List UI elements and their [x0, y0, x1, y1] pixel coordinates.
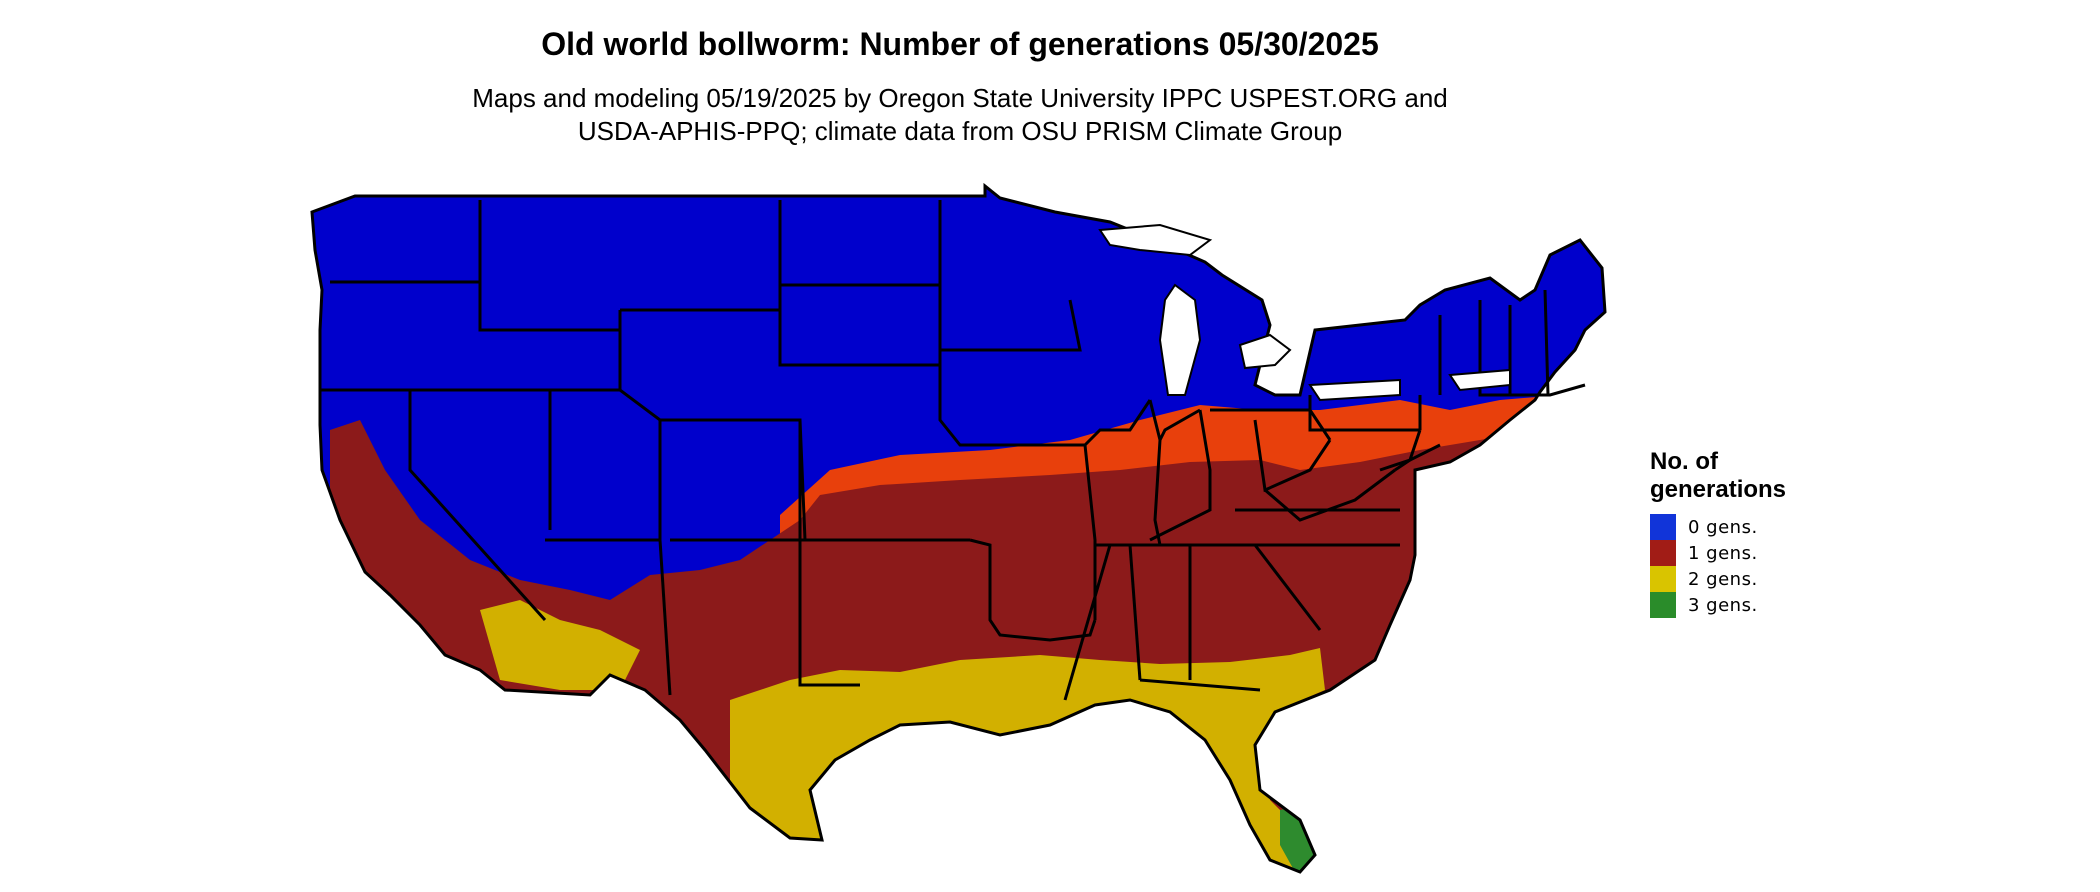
- legend-title-line-1: No. of: [1650, 448, 1718, 475]
- legend-title: No. of generations: [1650, 448, 1950, 504]
- map-legend: No. of generations 0 gens. 1 gens. 2 gen…: [1650, 448, 1950, 618]
- legend-title-line-2: generations: [1650, 476, 1787, 503]
- generation-zones: [312, 186, 1605, 872]
- legend-swatch-0-gens: [1650, 514, 1676, 540]
- subtitle-line-2: USDA-APHIS-PPQ; climate data from OSU PR…: [577, 116, 1343, 146]
- map-title: Old world bollworm: Number of generation…: [541, 26, 1379, 62]
- legend-label-0-gens: 0 gens.: [1688, 516, 1758, 538]
- legend-item-1-gens: 1 gens.: [1650, 540, 1950, 566]
- legend-label-1-gens: 1 gens.: [1688, 542, 1758, 564]
- legend-label-3-gens: 3 gens.: [1688, 594, 1758, 616]
- legend-label-2-gens: 2 gens.: [1688, 568, 1758, 590]
- subtitle-line-1: Maps and modeling 05/19/2025 by Oregon S…: [472, 83, 1448, 113]
- legend-item-2-gens: 2 gens.: [1650, 566, 1950, 592]
- legend-item-0-gens: 0 gens.: [1650, 514, 1950, 540]
- state-borders: [310, 182, 1607, 874]
- legend-item-3-gens: 3 gens.: [1650, 592, 1950, 618]
- map-subtitle: Maps and modeling 05/19/2025 by Oregon S…: [0, 82, 1920, 148]
- legend-swatch-1-gens: [1650, 540, 1676, 566]
- water-bodies: [1098, 223, 1511, 402]
- legend-swatch-3-gens: [1650, 592, 1676, 618]
- legend-swatch-2-gens: [1650, 566, 1676, 592]
